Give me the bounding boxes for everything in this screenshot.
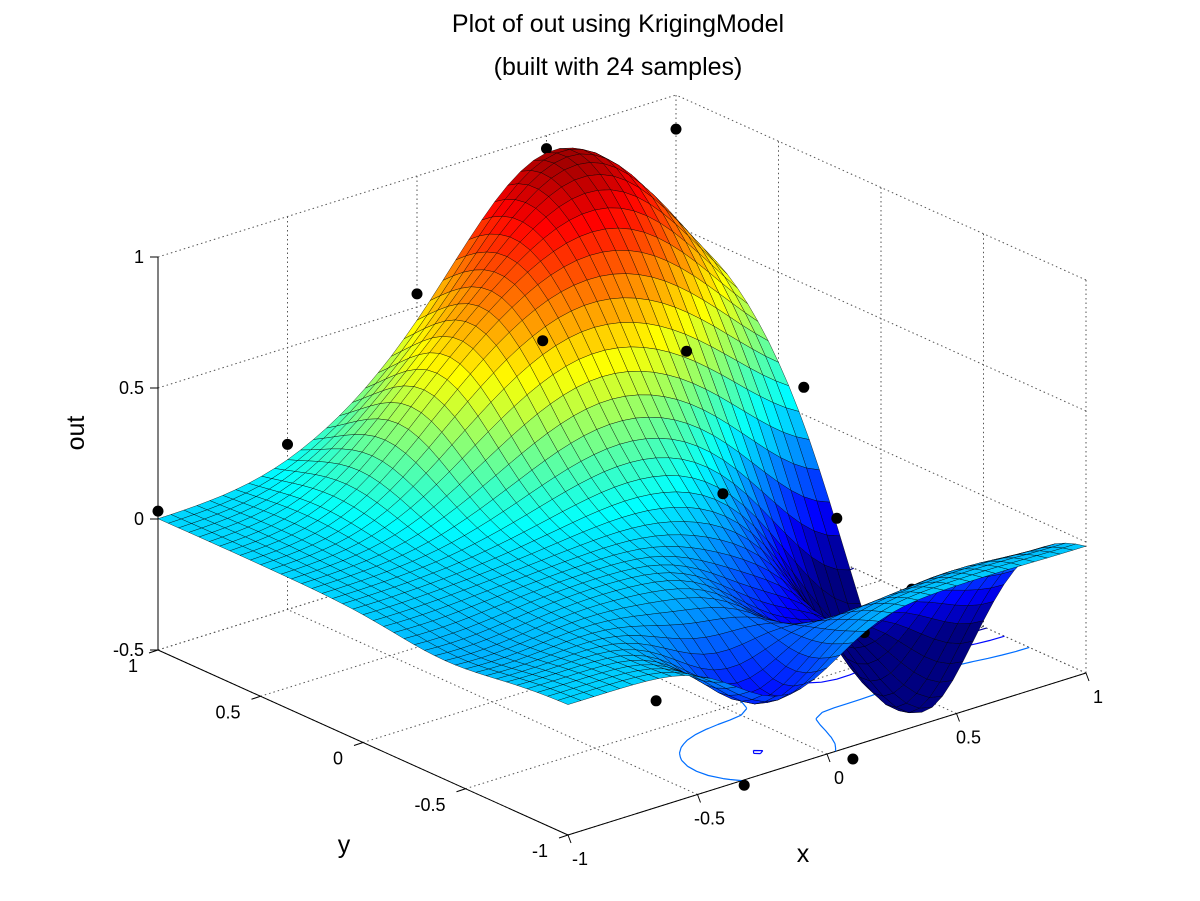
grid-line [157,94,677,258]
y-tick [251,695,261,700]
sample-point [411,288,423,300]
grid-line [675,225,1087,412]
x-tick [826,753,831,763]
z-tick-label: 0.5 [119,378,144,398]
x-tick [956,713,960,722]
chart-title: Plot of out using KrigingModel (built wi… [452,10,784,81]
y-tick [456,788,466,793]
x-tick [697,794,701,803]
sample-point [537,335,549,347]
y-tick [148,649,159,654]
sample-point [282,438,293,450]
x-tick-label: -0.5 [694,809,725,829]
title-line-1: Plot of out using KrigingModel [452,10,784,38]
y-tick-label: -0.5 [414,795,445,815]
x-tick [567,834,572,844]
x-tick-label: 0.5 [956,728,981,748]
surface-patch [557,696,582,705]
sample-point [738,779,750,791]
x-axis-label: x [797,840,810,868]
sample-point [670,123,682,135]
x-tick-label: -1 [572,849,588,869]
axis-ticks: -0.5 0 0.5 1 -1 -0.5 0 0.5 1 -1 -0.5 0 0.5 1 [113,247,1103,869]
sample-point [717,488,729,500]
surface-mesh [152,123,1087,791]
sample-point [831,512,843,524]
axis-labels: x y out [62,416,810,868]
y-tick [353,742,364,746]
y-tick-label: 0.5 [215,702,240,722]
z-tick-label: 0 [134,509,144,529]
y-tick-label: 0 [333,749,343,769]
grid-line [157,225,677,389]
y-tick-label: -1 [532,841,548,861]
z-tick-label: 1 [134,247,144,267]
sample-point [847,753,859,765]
title-line-2: (built with 24 samples) [494,53,743,81]
sample-point [152,505,164,517]
sample-point [650,695,662,707]
sample-point [798,381,810,393]
z-tick-label: -0.5 [113,640,144,660]
sample-point [681,345,693,357]
grid-line [287,609,698,795]
x-tick [1085,672,1090,682]
x-tick-label: 1 [1093,687,1103,707]
x-tick-label: 0 [834,768,844,788]
grid-line [465,626,984,790]
grid-line [675,94,1087,281]
y-tick [558,834,569,839]
z-axis-label: out [62,416,90,451]
sample-point [541,143,552,155]
y-axis-label: y [338,831,351,859]
y-tick-label: 1 [128,656,138,676]
